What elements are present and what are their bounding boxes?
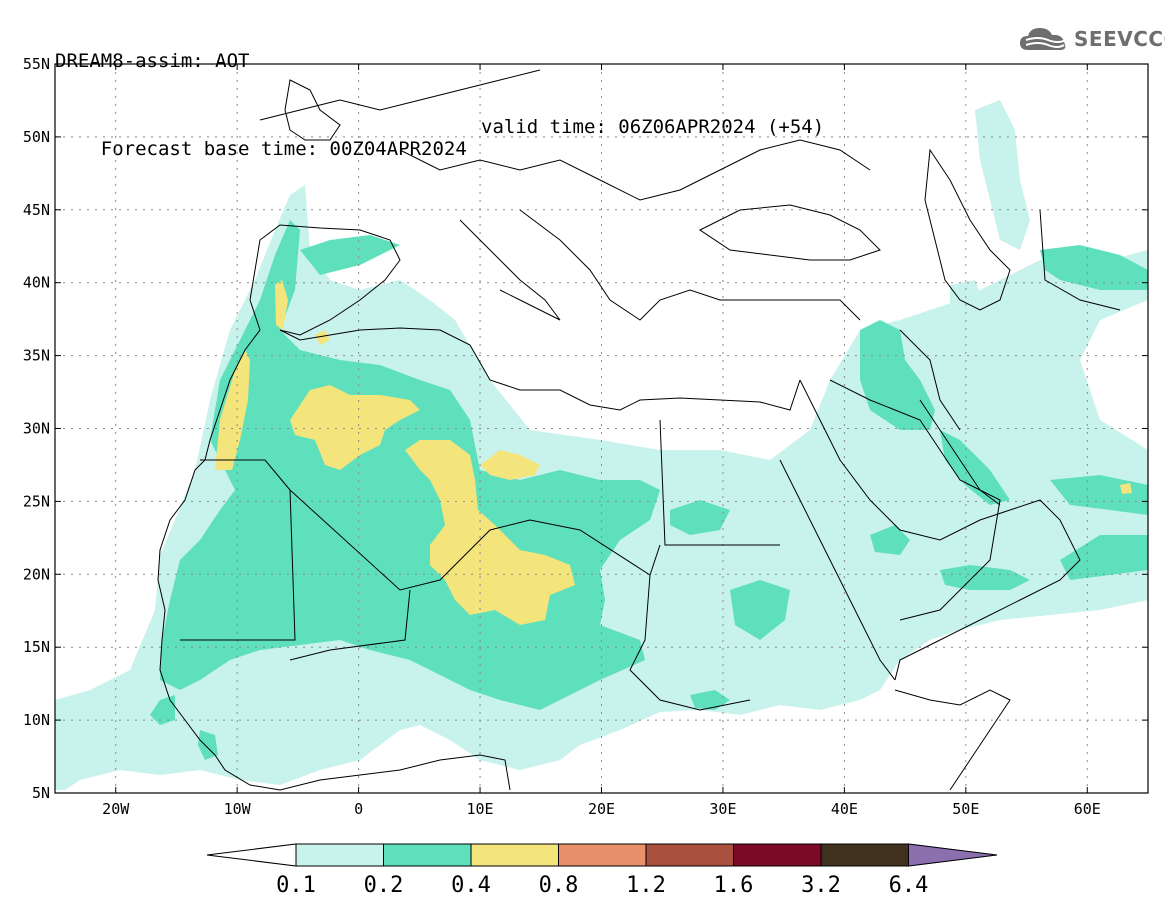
coastline-balkans-greece <box>519 209 861 321</box>
border-algeria-mali <box>289 489 531 591</box>
colorbar-box <box>295 843 384 867</box>
lat-tick-label: 5N <box>32 784 50 802</box>
colorbar-label: 0.8 <box>539 873 579 898</box>
lat-tick-label: 35N <box>23 347 50 365</box>
border-sudan <box>629 574 751 711</box>
aot-level-0.4 <box>215 280 1132 625</box>
lon-tick-label: 0 <box>354 800 363 818</box>
lat-tick-label: 15N <box>23 638 50 656</box>
colorbar-box <box>383 843 472 867</box>
logo-text: SEEVCCC <box>1074 27 1165 51</box>
coastline-italy <box>459 219 561 321</box>
lat-tick-label: 25N <box>23 492 50 510</box>
colorbar-box <box>645 843 734 867</box>
colorbar-box <box>733 843 822 867</box>
border-chad-libya <box>529 519 661 576</box>
coastline-black-sea <box>699 204 881 261</box>
border-iran-iraq <box>899 329 961 431</box>
coastline-red-sea <box>779 459 896 681</box>
coastline-uk <box>284 79 341 141</box>
colorbar: 0.1 0.2 0.4 0.8 1.2 1.6 3.2 6.4 <box>206 843 998 898</box>
coastline-horn-of-africa <box>894 689 1011 791</box>
lat-tick-label: 40N <box>23 274 50 292</box>
lat-tick-label: 20N <box>23 565 50 583</box>
title-line-2: Forecast base time: 00Z04APR2024 valid t… <box>55 116 824 160</box>
colorbar-label: 0.1 <box>276 873 316 898</box>
lat-tick-label: 45N <box>23 201 50 219</box>
colorbar-label: 3.2 <box>801 873 841 898</box>
lat-tick-label: 10N <box>23 711 50 729</box>
border-europe-internal <box>399 139 871 201</box>
coastline-mediterranean-africa <box>279 327 801 411</box>
colorbar-box <box>558 843 647 867</box>
border-mali-niger <box>289 589 411 661</box>
graticule <box>55 64 1148 793</box>
lon-tick-label: 60E <box>1074 800 1101 818</box>
colorbar-high-arrow <box>908 843 998 867</box>
map-title: DREAM8-assim: AOT Forecast base time: 00… <box>55 6 824 160</box>
colorbar-label: 1.6 <box>714 873 754 898</box>
colorbar-label: 1.2 <box>626 873 666 898</box>
coastline-iberia <box>249 224 401 336</box>
lon-tick-label: 10W <box>224 800 252 818</box>
aot-contours <box>55 100 1148 790</box>
lon-tick-label: 20E <box>588 800 615 818</box>
lon-tick-label: 50E <box>952 800 979 818</box>
lon-tick-label: 10E <box>467 800 494 818</box>
title-line-1: DREAM8-assim: AOT <box>55 50 250 72</box>
lat-tick-label: 50N <box>23 128 50 146</box>
colorbar-box <box>470 843 559 867</box>
colorbar-label: 6.4 <box>889 873 929 898</box>
latitude-axis: 55N 50N 45N 40N 35N 30N 25N 20N 15N 10N 5N <box>23 55 50 802</box>
longitude-axis: 20W 10W 0 10E 20E 30E 40E 50E 60E <box>102 800 1101 818</box>
coastlines-borders <box>157 69 1121 791</box>
forecast-base-time: Forecast base time: 00Z04APR2024 <box>100 138 467 160</box>
lat-tick-label: 55N <box>23 55 50 73</box>
coastline-persian-gulf <box>919 399 1001 506</box>
colorbar-low-arrow <box>206 843 297 867</box>
colorbar-label: 0.4 <box>451 873 491 898</box>
lon-tick-label: 40E <box>831 800 858 818</box>
lat-tick-label: 30N <box>23 420 50 438</box>
coastline-west-africa <box>157 299 511 791</box>
coastline-europe-north <box>259 69 541 121</box>
border-egypt <box>659 419 780 546</box>
border-saudi <box>829 379 1001 621</box>
border-kazakhstan <box>1039 209 1121 311</box>
coastline-caspian <box>924 148 1011 311</box>
valid-time: valid time: 06Z06APR2024 (+54) <box>481 116 825 138</box>
lon-tick-label: 20W <box>102 800 130 818</box>
lon-tick-label: 30E <box>709 800 736 818</box>
coastline-arabia-east <box>799 379 1081 681</box>
colorbar-label: 0.2 <box>364 873 404 898</box>
axis-ticks <box>55 63 1148 794</box>
cloud-icon <box>1020 28 1067 50</box>
colorbar-box <box>820 843 909 867</box>
seevccc-logo: SEEVCCC <box>1018 24 1165 54</box>
